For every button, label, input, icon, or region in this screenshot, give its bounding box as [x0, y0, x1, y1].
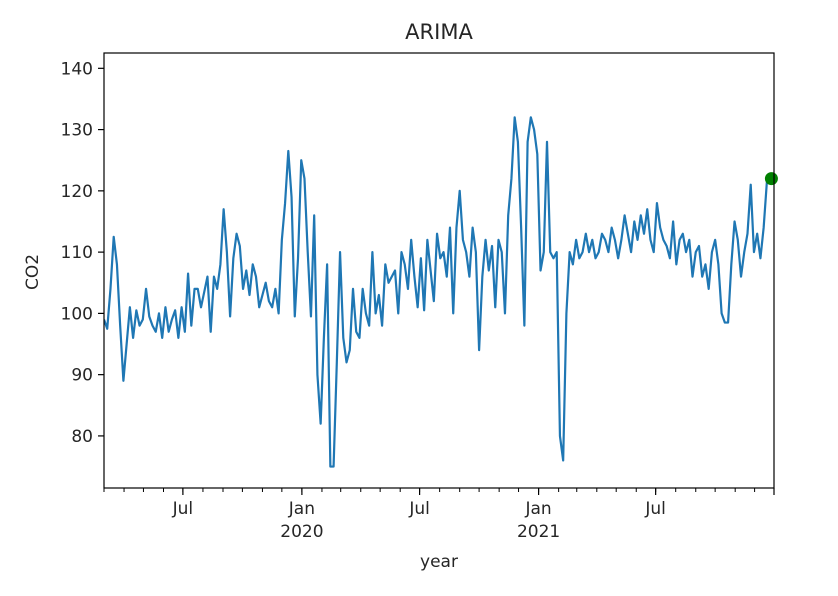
- x-tick-label: Jul: [644, 499, 666, 519]
- plot-area: [104, 116, 778, 468]
- x-tick-label: Jan: [524, 499, 551, 519]
- y-tick-label: 90: [71, 366, 93, 386]
- plot-frame: [103, 52, 775, 489]
- y-tick-label: 140: [61, 59, 93, 79]
- y-tick-label: 80: [71, 427, 93, 447]
- x-tick-year-label: 2020: [280, 522, 323, 542]
- chart-title: ARIMA: [405, 20, 473, 44]
- x-axis-label: year: [420, 552, 458, 572]
- forecast-point: [764, 172, 778, 186]
- x-tick-label: Jan: [288, 499, 315, 519]
- y-axis-label: CO2: [23, 254, 43, 290]
- y-tick-label: 130: [61, 121, 93, 141]
- x-tick-year-label: 2021: [517, 522, 560, 542]
- series-line-0: [104, 116, 772, 468]
- y-tick-label: 120: [61, 182, 93, 202]
- y-tick-label: 110: [61, 243, 93, 263]
- x-tick-label: Jul: [172, 499, 194, 519]
- x-tick-label: Jul: [408, 499, 430, 519]
- axes: 80 90 100 110 120 130 140 Jul Jan 2020 Jul Jan 2021 J…: [61, 52, 775, 542]
- y-tick-label: 100: [61, 304, 93, 324]
